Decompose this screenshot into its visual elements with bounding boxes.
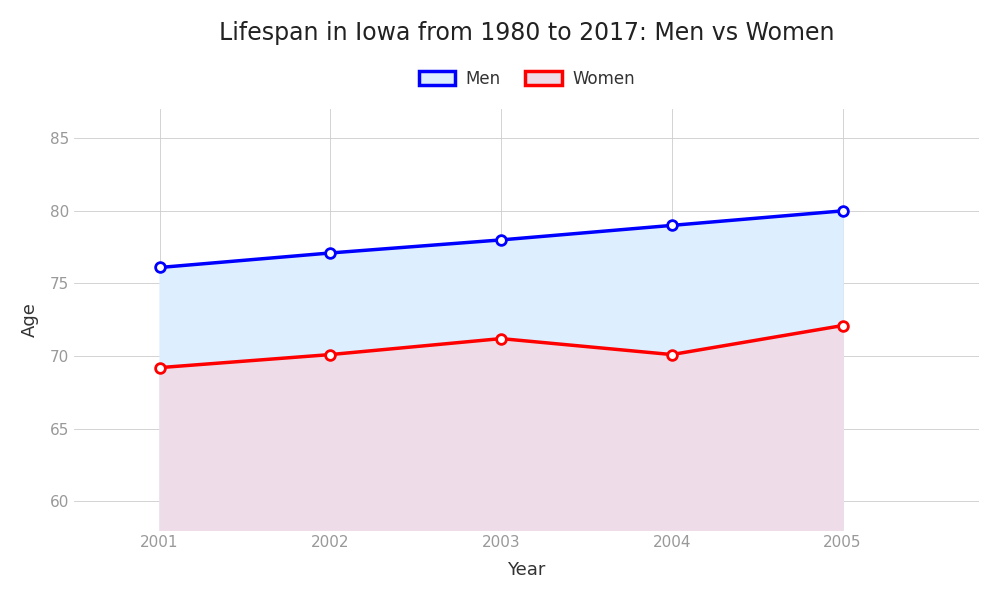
Legend: Men, Women: Men, Women — [412, 63, 641, 94]
Title: Lifespan in Iowa from 1980 to 2017: Men vs Women: Lifespan in Iowa from 1980 to 2017: Men … — [219, 21, 834, 45]
Y-axis label: Age: Age — [21, 302, 39, 337]
X-axis label: Year: Year — [507, 561, 546, 579]
